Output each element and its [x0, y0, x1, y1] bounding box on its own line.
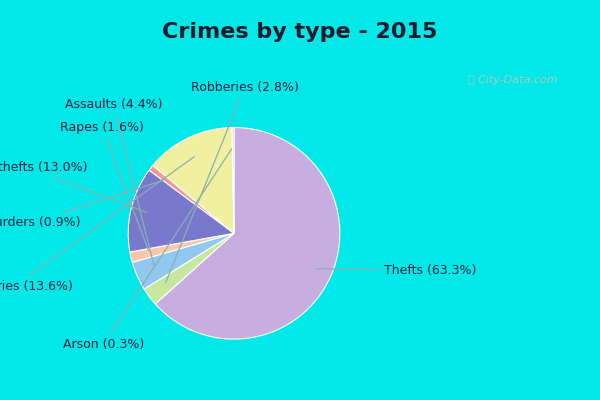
Wedge shape [130, 233, 234, 262]
Text: Rapes (1.6%): Rapes (1.6%) [60, 121, 149, 250]
Wedge shape [232, 128, 234, 233]
Text: Burglaries (13.6%): Burglaries (13.6%) [0, 157, 194, 293]
Text: Robberies (2.8%): Robberies (2.8%) [166, 81, 299, 283]
Wedge shape [149, 166, 234, 233]
Wedge shape [155, 128, 340, 339]
Wedge shape [144, 233, 234, 304]
Wedge shape [128, 170, 234, 252]
Text: Auto thefts (13.0%): Auto thefts (13.0%) [0, 161, 147, 212]
Wedge shape [153, 128, 234, 233]
Text: Murders (0.9%): Murders (0.9%) [0, 180, 163, 229]
Text: Crimes by type - 2015: Crimes by type - 2015 [163, 22, 437, 42]
Text: Assaults (4.4%): Assaults (4.4%) [65, 98, 162, 266]
Text: Thefts (63.3%): Thefts (63.3%) [316, 264, 476, 277]
Wedge shape [132, 233, 234, 289]
Text: Arson (0.3%): Arson (0.3%) [63, 149, 232, 351]
Text: ⓘ City-Data.com: ⓘ City-Data.com [468, 75, 557, 85]
